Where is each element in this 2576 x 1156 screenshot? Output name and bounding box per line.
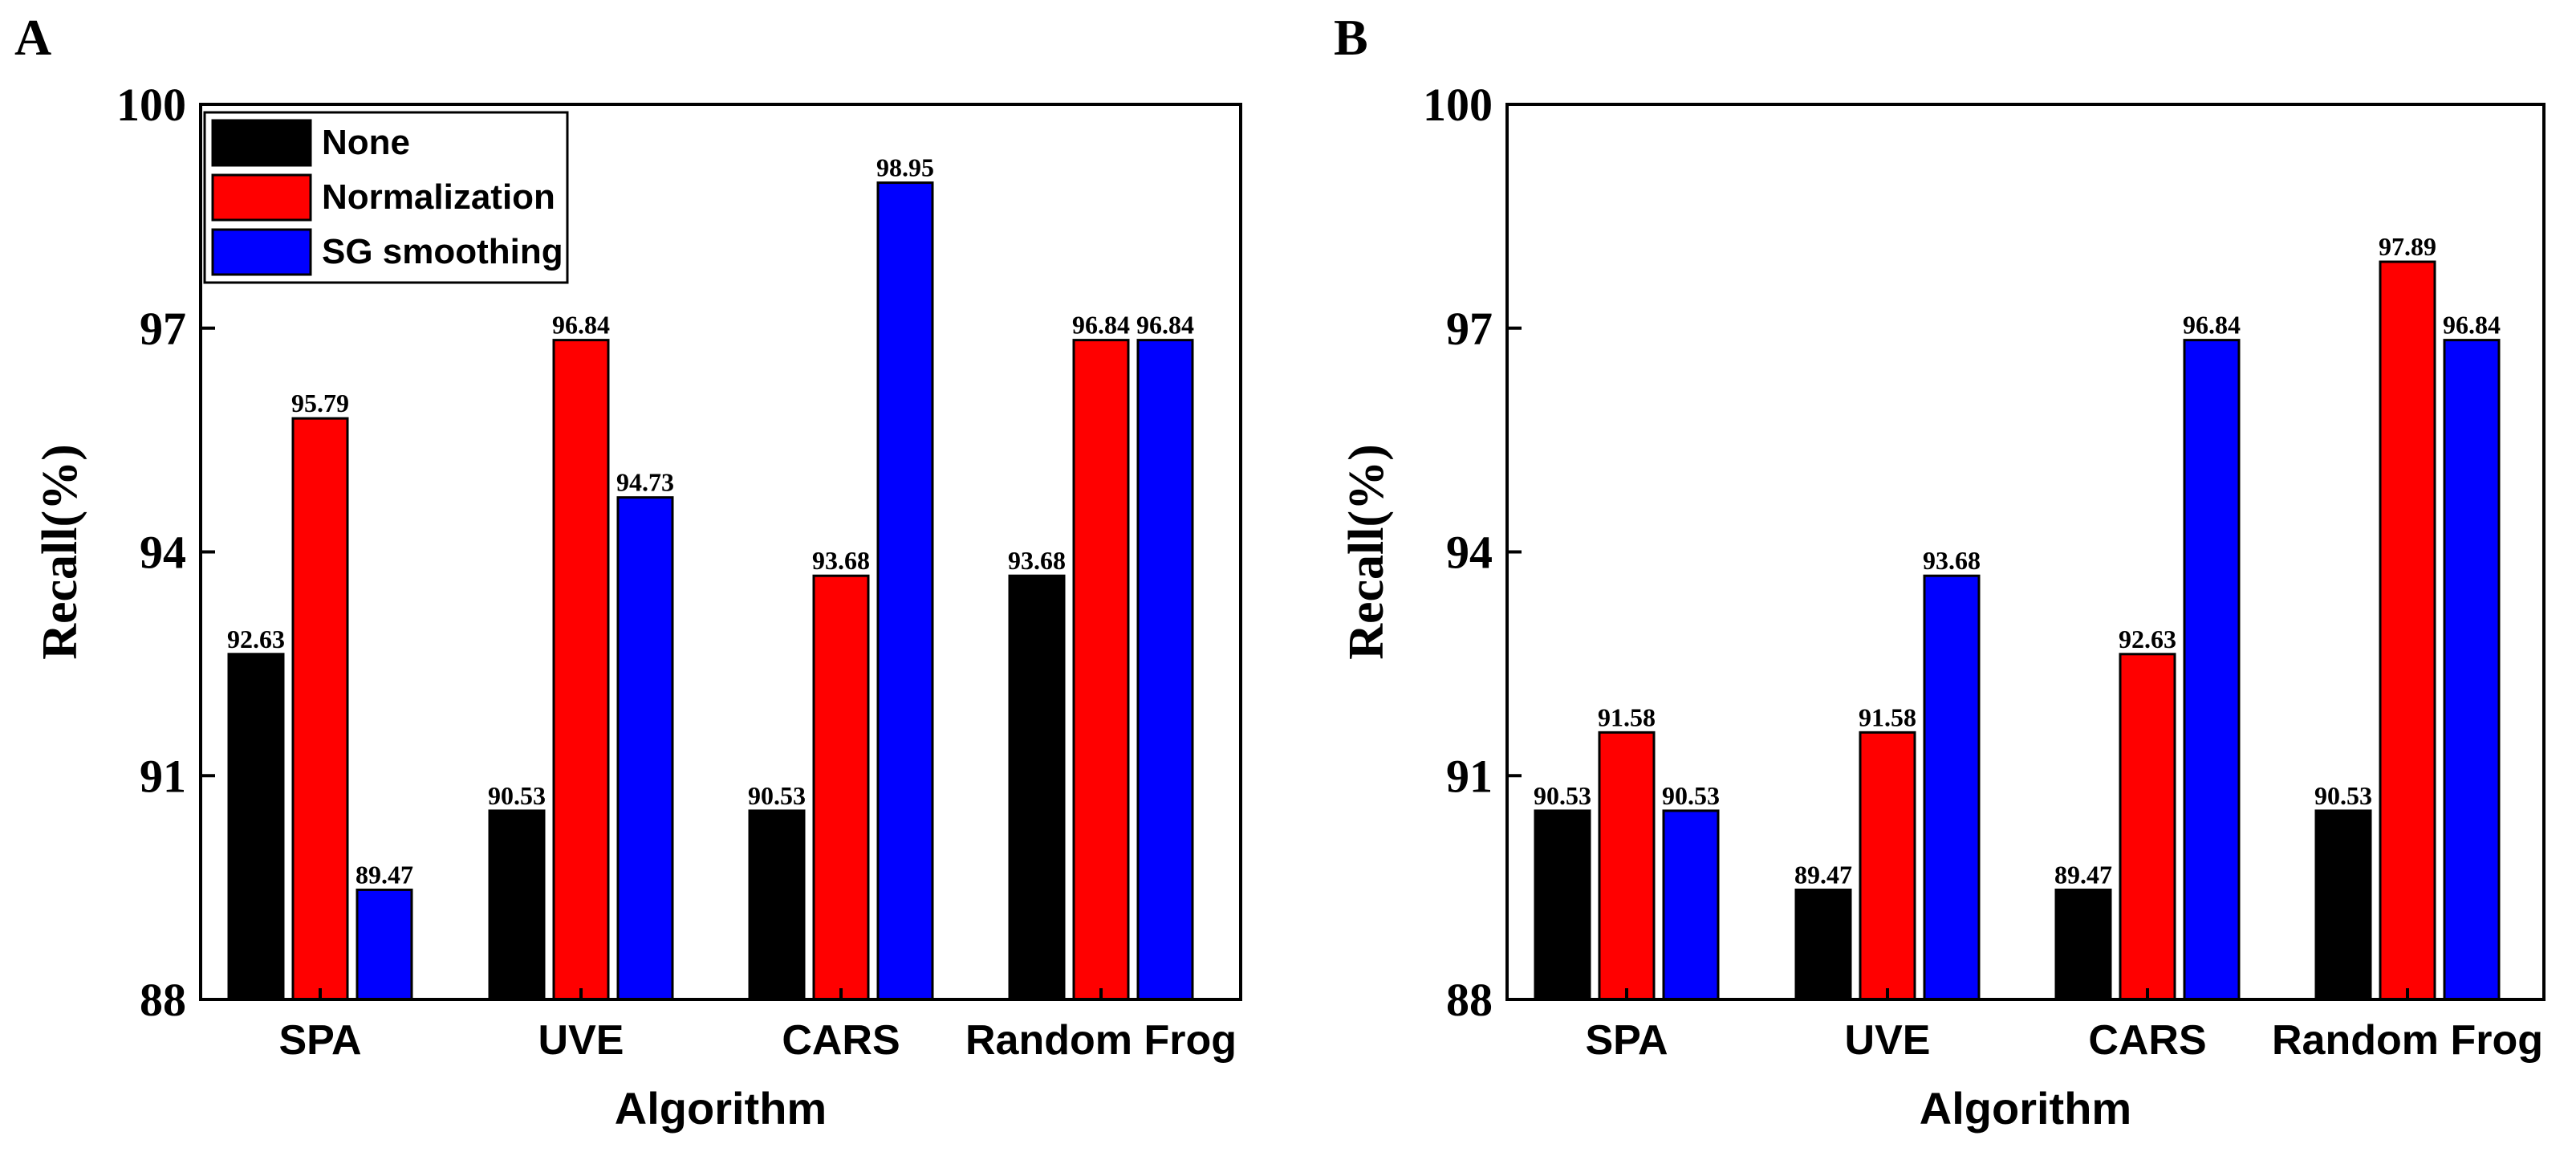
bar-sg-smoothing-uve — [1923, 574, 1981, 1001]
panel-b: B 90.53 89.47 89.47 90.53 91.58 91.58 92.63 97.8… — [1334, 9, 2546, 1134]
bar-sg-smoothing-random-frog — [1136, 339, 1194, 1001]
y-tick-label: 91 — [140, 750, 186, 802]
y-tick-label: 88 — [1446, 974, 1493, 1026]
legend-swatch-normalization — [211, 173, 312, 222]
bar-none-spa — [1534, 809, 1591, 1001]
x-tick-label: CARS — [782, 1017, 900, 1064]
legend-label: None — [322, 123, 410, 162]
legend-label: Normalization — [322, 177, 555, 217]
x-axis-title: Algorithm — [615, 1083, 827, 1134]
y-tick-label: 100 — [1423, 79, 1493, 131]
y-tick-label: 97 — [1446, 303, 1493, 355]
data-label: 89.47 — [2054, 860, 2112, 889]
panel-a: A 92.63 90.53 90.53 93.68 95.79 96.84 93.68 96.8… — [14, 9, 1242, 1134]
y-tick-label: 100 — [116, 79, 186, 131]
bar-none-spa — [227, 653, 285, 1001]
bar-none-cars — [748, 809, 806, 1001]
data-label: 96.84 — [2183, 311, 2241, 340]
bar-none-cars — [2054, 888, 2112, 1001]
bar-sg-smoothing-random-frog — [2443, 339, 2501, 1001]
data-label: 93.68 — [812, 546, 870, 575]
x-tick-label: UVE — [1845, 1017, 1931, 1064]
panel-label: A — [14, 9, 51, 66]
data-label: 90.53 — [488, 781, 546, 810]
data-label: 93.68 — [1923, 546, 1981, 575]
y-tick-label: 97 — [140, 303, 186, 355]
bar-sg-smoothing-cars — [876, 181, 934, 1001]
panel-label: B — [1334, 9, 1368, 66]
y-tick-label: 91 — [1446, 750, 1493, 802]
data-label: 90.53 — [2314, 781, 2372, 810]
data-label: 91.58 — [1598, 702, 1656, 731]
bar-none-random-frog — [2314, 809, 2372, 1001]
x-axis-title: Algorithm — [1920, 1083, 2131, 1134]
legend-swatch-none — [211, 119, 312, 167]
bar-sg-smoothing-spa — [356, 888, 413, 1001]
data-label: 89.47 — [1794, 860, 1852, 889]
bar-normalization-cars — [2119, 653, 2176, 1001]
bar-normalization-random-frog — [2379, 260, 2436, 1001]
bar-normalization-cars — [812, 574, 870, 1001]
data-label: 90.53 — [1534, 781, 1591, 810]
x-tick-label: Random Frog — [965, 1017, 1237, 1064]
bar-none-random-frog — [1008, 574, 1066, 1001]
data-label: 96.84 — [2443, 311, 2501, 340]
bar-none-uve — [488, 809, 546, 1001]
legend: None Normalization SG smoothing — [203, 111, 569, 284]
data-label: 96.84 — [552, 311, 610, 340]
legend-label: SG smoothing — [322, 232, 563, 271]
bar-normalization-uve — [552, 339, 610, 1001]
x-tick-label: SPA — [278, 1017, 361, 1064]
data-label: 91.58 — [1859, 702, 1916, 731]
data-label: 97.89 — [2379, 232, 2436, 261]
bar-sg-smoothing-uve — [616, 496, 674, 1001]
y-axis-title: Recall(%) — [1339, 444, 1394, 660]
bar-normalization-random-frog — [1072, 339, 1130, 1001]
data-label: 89.47 — [356, 860, 413, 889]
data-label: 92.63 — [2119, 625, 2176, 653]
y-tick-label: 94 — [140, 527, 186, 579]
data-label: 90.53 — [748, 781, 806, 810]
data-label: 98.95 — [876, 153, 934, 182]
bar-normalization-spa — [291, 417, 349, 1001]
x-tick-label: SPA — [1585, 1017, 1668, 1064]
data-label: 94.73 — [616, 468, 674, 497]
data-label: 92.63 — [227, 625, 285, 653]
x-tick-label: Random Frog — [2272, 1017, 2543, 1064]
bar-normalization-uve — [1859, 731, 1916, 1001]
data-label: 96.84 — [1072, 311, 1130, 340]
y-axis-title: Recall(%) — [33, 444, 87, 660]
data-label: 96.84 — [1136, 311, 1194, 340]
bar-sg-smoothing-cars — [2183, 339, 2241, 1001]
bar-normalization-spa — [1598, 731, 1656, 1001]
data-label: 93.68 — [1008, 546, 1066, 575]
legend-swatch-sg-smoothing — [211, 228, 312, 276]
data-label: 90.53 — [1662, 781, 1720, 810]
bar-none-uve — [1794, 888, 1852, 1001]
y-tick-label: 88 — [140, 974, 186, 1026]
y-tick-label: 94 — [1446, 527, 1493, 579]
x-tick-label: UVE — [538, 1017, 624, 1064]
bar-sg-smoothing-spa — [1662, 809, 1720, 1001]
x-tick-label: CARS — [2088, 1017, 2206, 1064]
data-label: 95.79 — [291, 389, 349, 417]
